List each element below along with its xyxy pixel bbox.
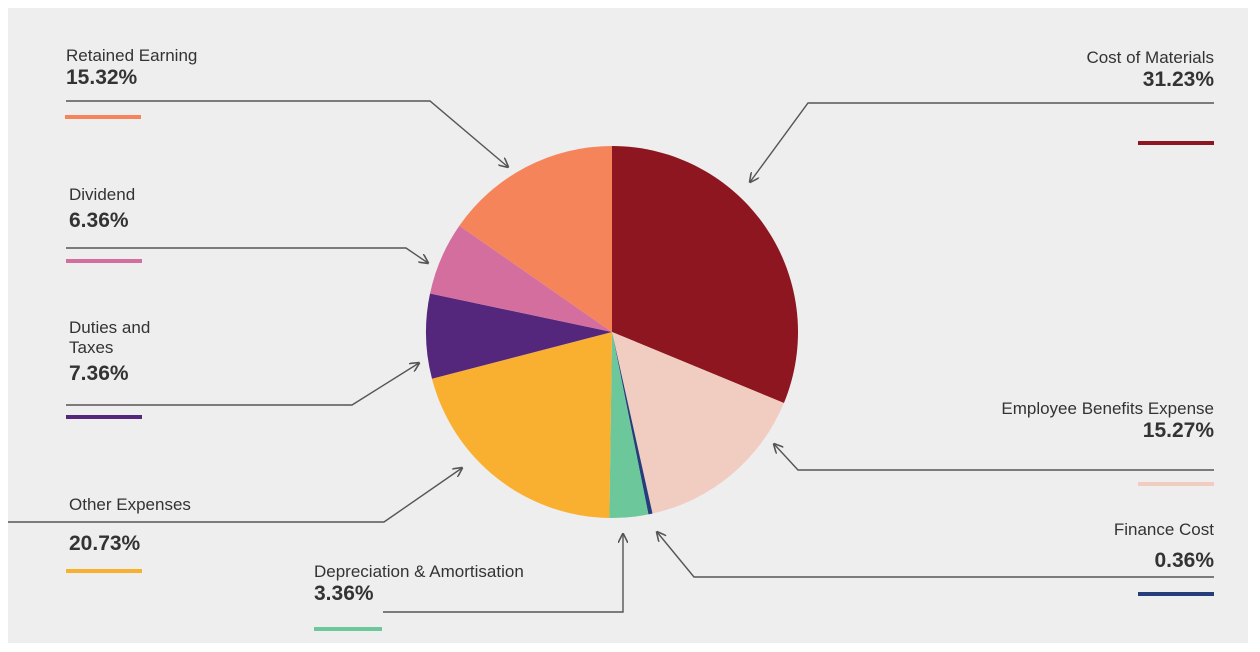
employee-benefits-color-bar <box>1138 482 1214 486</box>
duties-taxes-percent: 7.36% <box>69 362 129 385</box>
cost-of-materials-slice <box>612 146 799 403</box>
retained-earning-percent: 15.32% <box>66 66 138 89</box>
dividend-label: Dividend 6.36% <box>69 185 135 233</box>
finance-cost-percent: 0.36% <box>1154 549 1214 572</box>
duties-taxes-color-bar <box>66 415 142 419</box>
duties-taxes-name-line2: Taxes <box>69 338 114 357</box>
cost-of-materials-name: Cost of Materials <box>1086 48 1214 67</box>
duties-taxes-connector <box>66 363 419 406</box>
employee-benefits-percent: 15.27% <box>1142 419 1214 442</box>
depreciation-label: Depreciation & Amortisation 3.36% <box>314 562 524 606</box>
dividend-connector <box>66 247 428 263</box>
other-expenses-slice <box>431 332 612 518</box>
depreciation-name: Depreciation & Amortisation <box>314 562 524 581</box>
finance-cost-name: Finance Cost <box>1113 520 1214 539</box>
employee-benefits-slice <box>612 332 784 514</box>
retained-earning-slice <box>459 146 612 332</box>
cost-of-materials-percent: 31.23% <box>1142 68 1214 91</box>
pie-chart <box>8 100 1214 613</box>
other-expenses-connector <box>8 468 462 523</box>
duties-taxes-name-line1: Duties and <box>69 318 151 337</box>
other-expenses-name: Other Expenses <box>69 495 191 514</box>
employee-benefits-label: Employee Benefits Expense 15.27% <box>1001 399 1214 443</box>
cost-of-materials-label: Cost of Materials 31.23% <box>1086 48 1214 92</box>
other-expenses-color-bar <box>66 569 142 573</box>
employee-benefits-connector <box>774 444 1214 471</box>
duties-taxes-label: Duties and Taxes 7.36% <box>69 318 150 386</box>
retained-earning-name: Retained Earning <box>66 46 198 65</box>
finance-cost-label: Finance Cost 0.36% <box>1114 520 1214 573</box>
finance-cost-slice <box>612 332 653 515</box>
depreciation-percent: 3.36% <box>314 582 374 605</box>
dividend-color-bar <box>66 259 142 263</box>
retained-earning-color-bar <box>65 115 141 119</box>
other-expenses-percent: 20.73% <box>69 532 141 555</box>
dividend-name: Dividend <box>69 185 136 204</box>
depreciation-color-bar <box>314 627 382 631</box>
duties-taxes-slice <box>426 293 612 379</box>
other-expenses-label: Other Expenses 20.73% <box>69 495 191 556</box>
finance-cost-color-bar <box>1138 592 1214 596</box>
depreciation-connector <box>383 534 623 613</box>
depreciation-slice <box>609 332 649 518</box>
chart-panel: Cost of Materials 31.23% Employee Benefi… <box>8 8 1248 643</box>
cost-of-materials-color-bar <box>1138 141 1214 145</box>
dividend-slice <box>430 225 612 332</box>
finance-cost-connector <box>657 532 1214 578</box>
employee-benefits-name: Employee Benefits Expense <box>1001 399 1214 418</box>
dividend-percent: 6.36% <box>69 209 129 232</box>
retained-earning-connector <box>66 100 508 167</box>
retained-earning-label: Retained Earning 15.32% <box>66 46 197 90</box>
cost-of-materials-connector <box>750 102 1214 182</box>
